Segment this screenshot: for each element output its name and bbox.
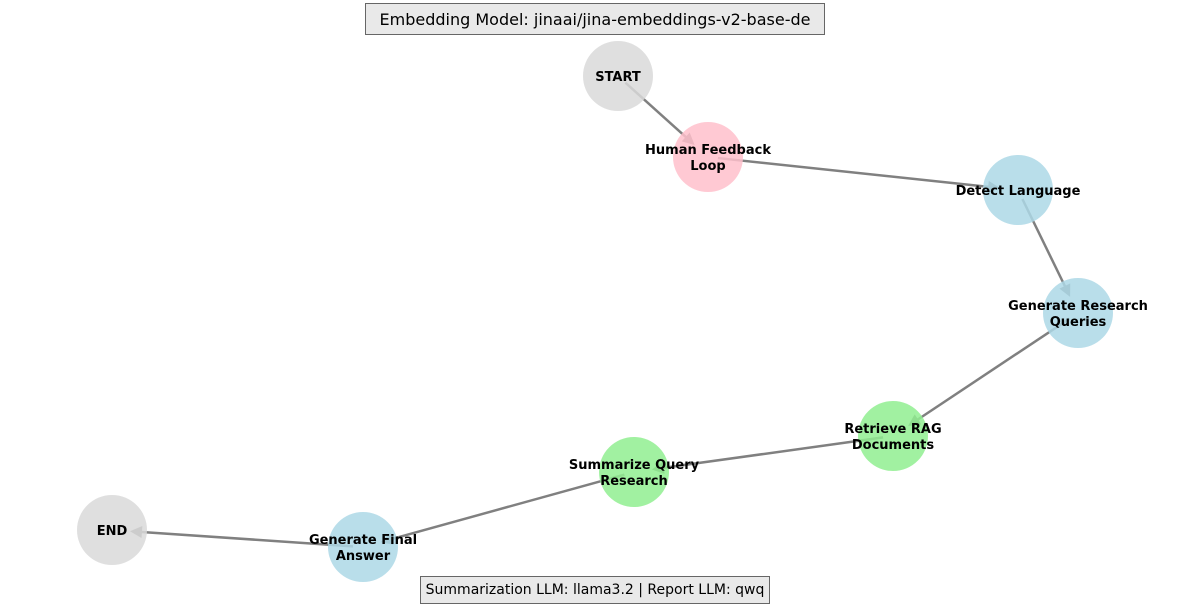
node-label: Queries [1050,315,1107,330]
node-label: Loop [690,159,725,174]
node-label: START [595,70,641,85]
node-label: Answer [336,549,391,564]
node-circle [77,495,147,565]
node-end: END [77,495,147,565]
edge-human_feedback-to-detect_language [717,156,993,189]
node-circle [599,437,669,507]
edge-retrieve_rag-to-summarize [659,436,884,470]
node-label: Documents [852,438,935,453]
node-circle [983,155,1053,225]
edge-final_answer-to-end [137,530,354,548]
node-label: Retrieve RAG [844,422,941,437]
node-circle [328,512,398,582]
node-label: END [97,524,128,539]
node-label: Generate Research [1008,299,1148,314]
node-label: Summarize Query [569,458,700,473]
node-label: Research [600,474,668,489]
node-circle [858,401,928,471]
node-label: Detect Language [956,184,1081,199]
node-circle [673,122,743,192]
llm-info-footer: Summarization LLM: llama3.2 | Report LLM… [420,576,770,604]
node-circle [583,41,653,111]
node-label: Generate Final [309,533,417,548]
edge-generate_queries-to-retrieve_rag [913,317,1071,423]
node-circle [1043,278,1113,348]
node-detect-language: Detect Language [956,155,1081,225]
node-start: START [583,41,653,111]
embedding-model-title: Embedding Model: jinaai/jina-embeddings-… [365,3,825,35]
edge-summarize-to-final_answer [387,473,625,542]
node-label: Human Feedback [645,143,771,158]
